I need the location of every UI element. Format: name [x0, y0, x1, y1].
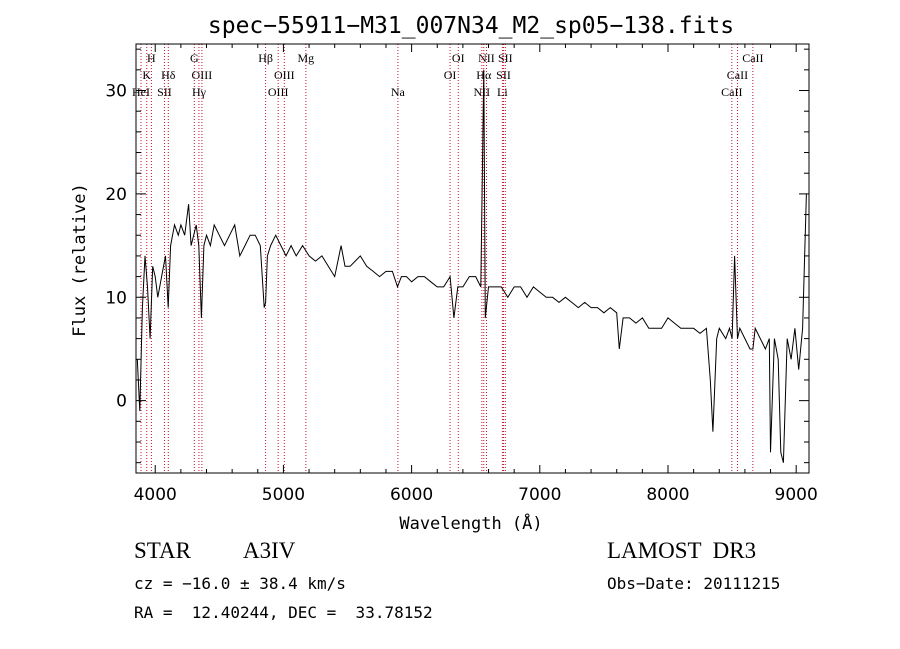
marker-label-8: Hβ	[258, 51, 273, 65]
marker-label-1: K	[142, 68, 151, 82]
marker-label-15: NII	[478, 51, 495, 65]
marker-label-14: OI	[444, 68, 457, 82]
coordinates: RA = 12.40244, DEC = 33.78152	[134, 603, 433, 622]
marker-label-2: HeI	[132, 85, 150, 99]
x-tick-label-8000: 8000	[646, 485, 689, 505]
marker-label-13: OI	[452, 51, 465, 65]
survey-name: LAMOST DR3	[607, 538, 757, 563]
marker-label-0: H	[147, 51, 156, 65]
y-tick-label-10: 10	[105, 288, 127, 308]
marker-label-19: SII	[496, 68, 511, 82]
marker-label-23: CaII	[721, 85, 742, 99]
redshift-cz: cz = −16.0 ± 38.4 km/s	[134, 574, 346, 593]
marker-label-20: Li	[497, 85, 508, 99]
x-tick-label-4000: 4000	[134, 485, 177, 505]
axis-ticks: 4000 5000 6000 7000 8000 9000 0 10 20 30	[105, 44, 818, 505]
marker-label-4: Hδ	[161, 68, 176, 82]
marker-label-12: Na	[391, 85, 406, 99]
marker-label-22: CaII	[727, 68, 748, 82]
marker-label-7: Hγ	[192, 85, 207, 99]
subclass: A3IV	[243, 538, 296, 563]
y-tick-label-20: 20	[105, 185, 127, 205]
plot-frame	[135, 43, 810, 474]
x-tick-label-9000: 9000	[775, 485, 818, 505]
y-tick-label-30: 30	[105, 82, 127, 102]
marker-label-10: OIII	[268, 85, 289, 99]
chart-title: spec−55911−M31_007N34_M2_sp05−138.fits	[208, 13, 734, 39]
y-axis-label: Flux (relative)	[70, 183, 90, 337]
obs-date: Obs−Date: 20111215	[607, 574, 781, 593]
marker-label-11: Mg	[298, 51, 315, 65]
marker-label-9: OIII	[274, 68, 295, 82]
marker-label-6: OIII	[192, 68, 213, 82]
marker-label-5: G	[190, 51, 199, 65]
marker-label-21: CaII	[742, 51, 763, 65]
x-tick-label-7000: 7000	[518, 485, 561, 505]
object-class: STAR	[134, 538, 191, 563]
x-tick-label-5000: 5000	[262, 485, 305, 505]
y-tick-label-0: 0	[116, 392, 127, 412]
marker-label-17: NII	[474, 85, 491, 99]
marker-label-18: SII	[498, 51, 513, 65]
spectrum-line	[136, 69, 807, 463]
x-tick-label-6000: 6000	[390, 485, 433, 505]
marker-label-3: SII	[157, 85, 172, 99]
x-axis-label: Wavelength (Å)	[399, 512, 542, 534]
